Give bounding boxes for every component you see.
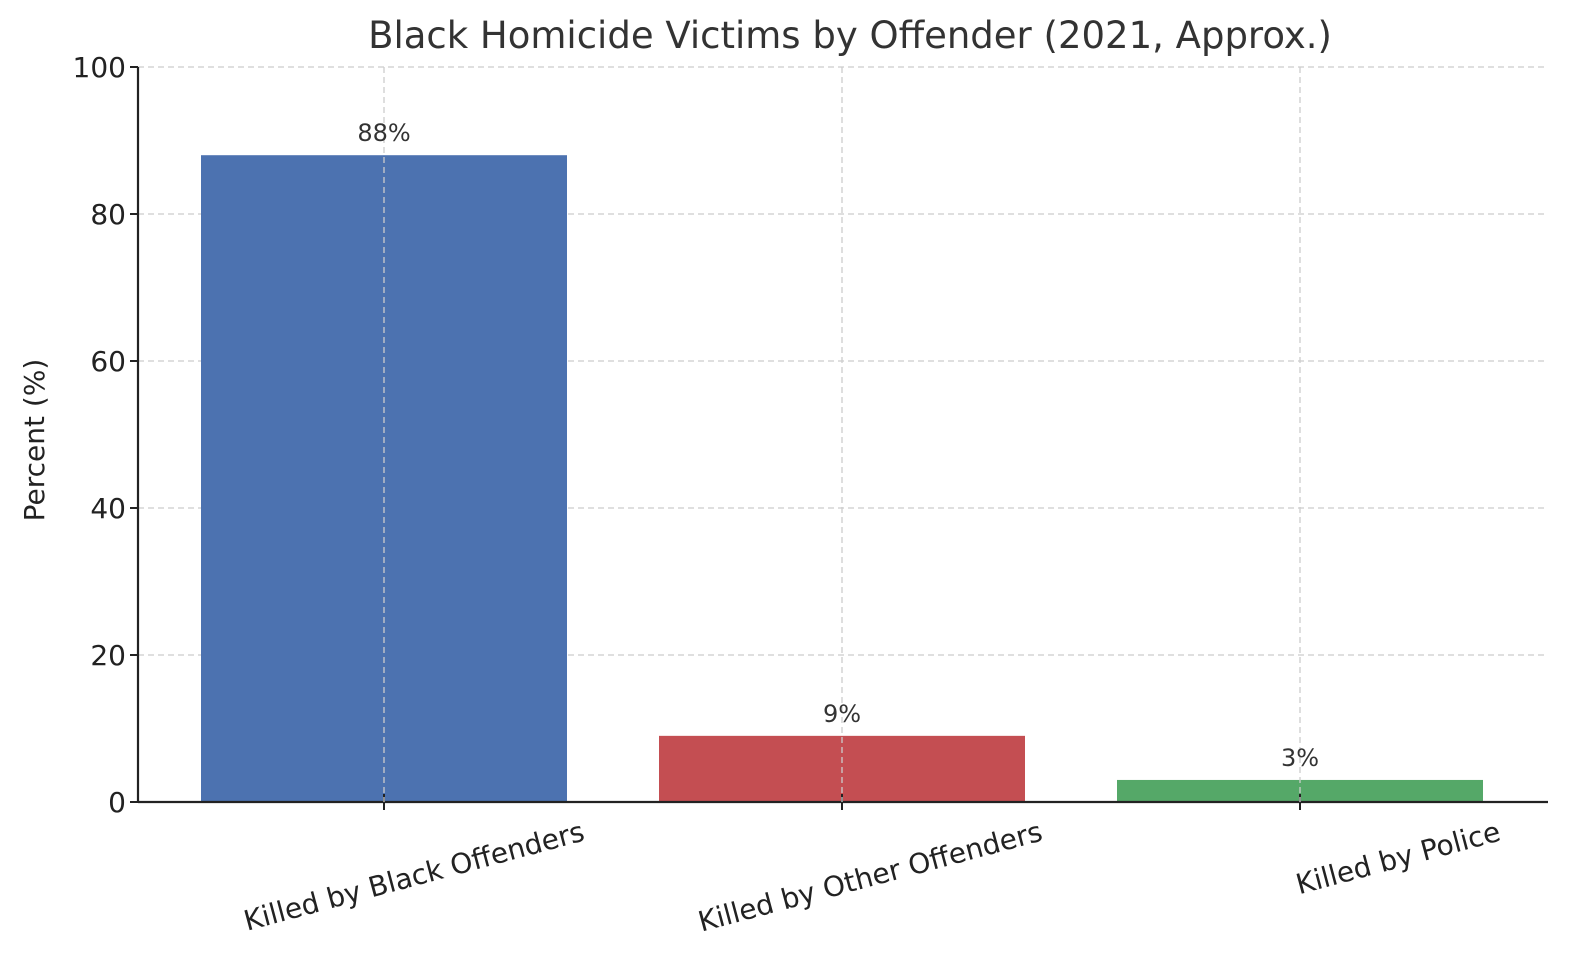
x-tick-label-0: Killed by Black Offenders [240,815,587,938]
axis-layer [130,66,1548,810]
chart-title: Black Homicide Victims by Offender (2021… [368,14,1332,57]
y-tick-label-1: 20 [90,639,126,672]
y-axis-label: Percent (%) [18,359,51,522]
x-tick-label-1: Killed by Other Offenders [695,815,1046,939]
x-tick-label-2: Killed by Police [1292,815,1503,901]
y-tick-label-3: 60 [90,345,126,378]
data-label-1: 9% [823,700,861,728]
data-label-2: 3% [1281,744,1319,772]
data-label-0: 88% [357,119,410,147]
y-tick-label-2: 40 [90,492,126,525]
y-tick-label-0: 0 [108,786,126,819]
y-tick-label-4: 80 [90,198,126,231]
y-tick-label-5: 100 [73,51,126,84]
